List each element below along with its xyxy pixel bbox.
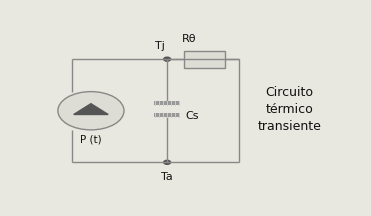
Text: Tj: Tj xyxy=(155,41,165,51)
Text: Cs: Cs xyxy=(186,111,199,121)
Circle shape xyxy=(164,160,171,164)
Bar xyxy=(154,113,180,118)
Text: Ta: Ta xyxy=(161,172,173,182)
Circle shape xyxy=(164,57,171,61)
Text: Circuito
térmico
transiente: Circuito térmico transiente xyxy=(257,86,321,133)
Text: Rθ: Rθ xyxy=(181,34,196,44)
Polygon shape xyxy=(74,104,108,114)
Circle shape xyxy=(58,92,124,130)
Text: P (t): P (t) xyxy=(80,135,102,145)
Bar xyxy=(154,101,180,105)
Bar xyxy=(184,51,225,67)
